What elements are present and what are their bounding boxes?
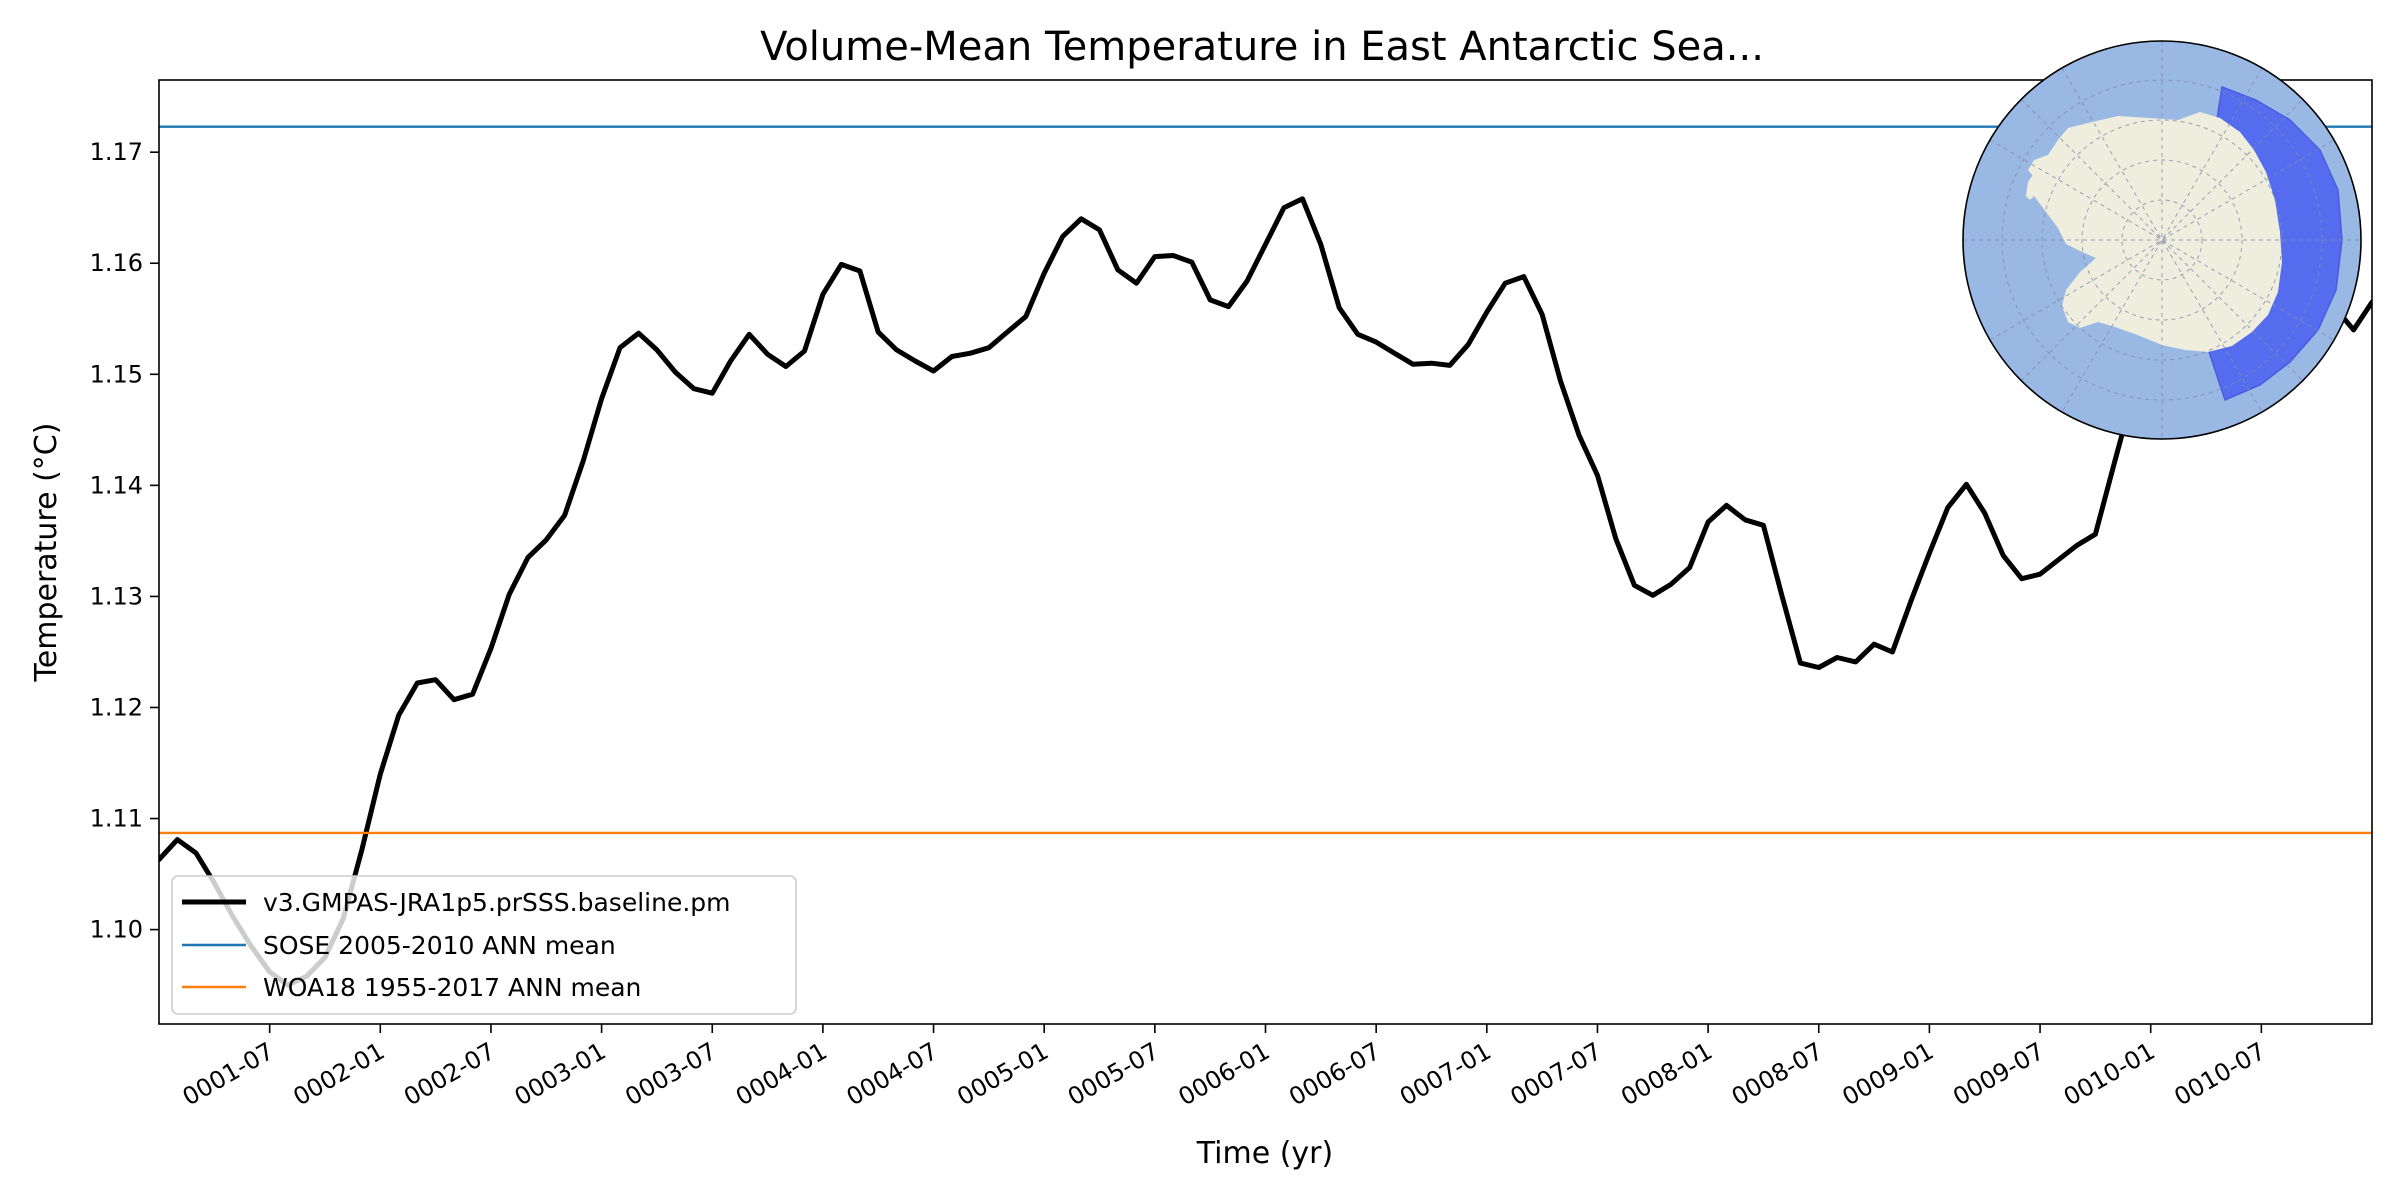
inset-antarctica-land [2028, 112, 2282, 352]
inset-border [1962, 40, 2362, 440]
y-tick-label: 1.11 [90, 805, 143, 833]
series-line-0 [159, 196, 2372, 988]
y-tick-label: 1.12 [90, 693, 143, 721]
inset-peninsula [2026, 150, 2064, 200]
x-axis-label: Time (yr) [1196, 1136, 1333, 1171]
y-tick-label: 1.10 [90, 916, 143, 944]
y-tick-label: 1.16 [90, 249, 143, 277]
legend-label-woa18: WOA18 1955-2017 ANN mean [263, 973, 641, 1002]
legend-label-model: v3.GMPAS-JRA1p5.prSSS.baseline.pm [263, 888, 731, 917]
y-tick-label: 1.13 [90, 582, 143, 610]
y-axis: 1.10 1.11 1.12 1.13 1.14 1.15 1.16 1.17 [90, 138, 159, 944]
y-tick-label: 1.14 [90, 471, 143, 499]
legend-box [171, 875, 797, 1015]
legend: v3.GMPAS-JRA1p5.prSSS.baseline.pm SOSE 2… [171, 875, 797, 1015]
y-axis-label: Temperature (°C) [29, 423, 64, 683]
y-tick-label: 1.15 [90, 360, 143, 388]
inset-graticule [1963, 41, 2361, 439]
legend-label-sose: SOSE 2005-2010 ANN mean [263, 931, 616, 960]
chart-title: Volume-Mean Temperature in East Antarcti… [760, 24, 1764, 70]
y-tick-label: 1.17 [90, 138, 143, 166]
inset-map [1962, 40, 2362, 440]
